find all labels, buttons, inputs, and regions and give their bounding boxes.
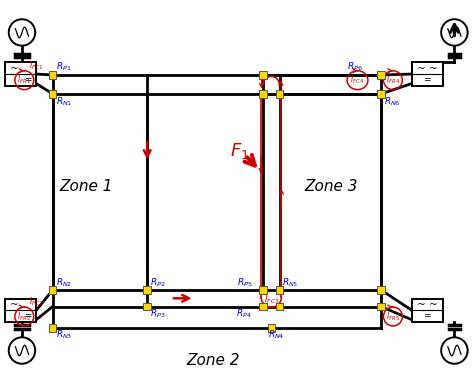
Bar [259, 71, 267, 79]
Text: $R_{P5}$: $R_{P5}$ [237, 277, 253, 289]
Text: Zone 2: Zone 2 [187, 353, 240, 368]
Text: ~: ~ [9, 300, 18, 310]
Bar [5, 62, 36, 86]
Text: =: = [423, 75, 431, 84]
Text: ~: ~ [9, 64, 18, 74]
Text: $R_{P1}$: $R_{P1}$ [55, 60, 71, 73]
Text: $R_{N6}$: $R_{N6}$ [383, 96, 400, 108]
Text: $R_{P3}$: $R_{P3}$ [150, 307, 165, 320]
Circle shape [9, 19, 35, 46]
Text: =: = [423, 311, 431, 320]
Bar [259, 286, 267, 294]
Text: $I_{FC3}$: $I_{FC3}$ [264, 294, 279, 306]
Text: $R_{N4}$: $R_{N4}$ [268, 329, 284, 341]
Text: $I_{FR2}$: $I_{FR2}$ [18, 310, 31, 323]
Bar [412, 62, 443, 86]
Text: $I_{FR5}$: $I_{FR5}$ [386, 310, 400, 323]
Bar [412, 299, 443, 322]
Bar [259, 90, 267, 98]
Text: $R_{P2}$: $R_{P2}$ [150, 277, 165, 289]
Text: $R_{P4}$: $R_{P4}$ [236, 307, 252, 320]
Text: $I_{FC2}$: $I_{FC2}$ [28, 296, 44, 308]
Bar [5, 299, 36, 322]
Bar [144, 303, 151, 310]
Text: =: = [24, 75, 31, 84]
Text: =: = [24, 311, 31, 320]
Bar [259, 303, 267, 310]
Text: ~: ~ [417, 300, 426, 310]
Text: Zone 1: Zone 1 [59, 179, 112, 194]
Bar [49, 286, 56, 294]
Text: $R_{N3}$: $R_{N3}$ [55, 329, 72, 341]
Bar [49, 324, 56, 332]
Bar [377, 303, 385, 310]
Text: $I_{FC4}$: $I_{FC4}$ [350, 74, 365, 86]
Bar [276, 90, 283, 98]
Circle shape [9, 337, 35, 364]
Text: Zone 3: Zone 3 [305, 179, 358, 194]
Bar [144, 286, 151, 294]
Bar [377, 71, 385, 79]
Text: $R_{N2}$: $R_{N2}$ [55, 277, 72, 289]
Text: ~: ~ [429, 64, 438, 74]
Circle shape [441, 19, 468, 46]
Text: $I_{FC1}$: $I_{FC1}$ [28, 59, 44, 72]
Text: ~: ~ [429, 300, 438, 310]
Text: $F_1$: $F_1$ [230, 141, 249, 161]
Bar [268, 324, 275, 332]
Text: $R_{N1}$: $R_{N1}$ [55, 96, 72, 108]
Text: $R_{N5}$: $R_{N5}$ [282, 277, 298, 289]
Bar [49, 71, 56, 79]
Bar [49, 90, 56, 98]
Bar [377, 286, 385, 294]
Bar [276, 303, 283, 310]
Text: $I_{FR4}$: $I_{FR4}$ [386, 74, 400, 86]
Bar [377, 90, 385, 98]
Text: $I_{FR1}$: $I_{FR1}$ [18, 74, 31, 86]
Bar [276, 286, 283, 294]
Circle shape [441, 337, 468, 364]
Text: $R_{P6}$: $R_{P6}$ [347, 60, 363, 73]
Text: ~: ~ [417, 64, 426, 74]
